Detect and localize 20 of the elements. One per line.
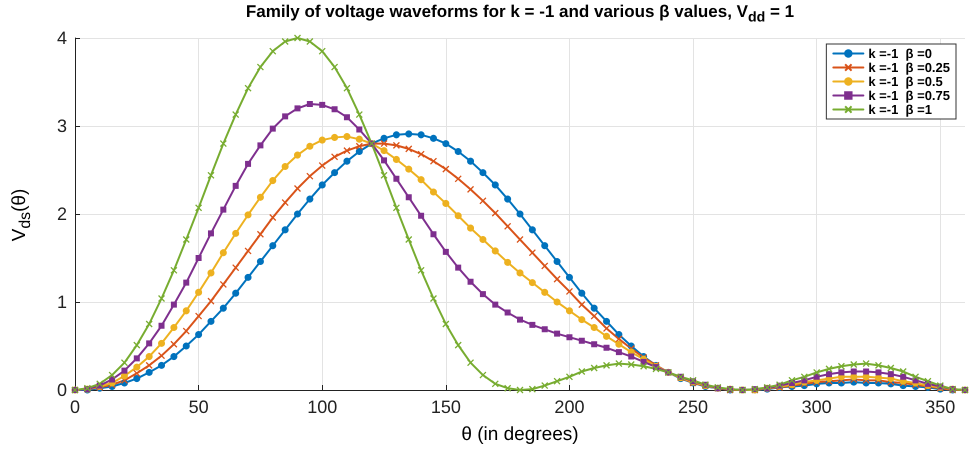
y-tick-label: 4 xyxy=(56,28,67,48)
legend-label: k =-1 β =0 xyxy=(868,46,932,61)
x-tick-label: 250 xyxy=(678,397,708,417)
x-tick-label: 150 xyxy=(430,397,461,417)
legend-label: k =-1 β =0.5 xyxy=(868,74,943,89)
y-tick-label: 3 xyxy=(56,116,67,136)
x-tick-label: 50 xyxy=(188,397,209,417)
x-tick-label: 300 xyxy=(802,397,832,417)
chart-title: Family of voltage waveforms for k = -1 and various β values, V$_{dd}$ = 1 xyxy=(244,2,796,26)
legend-label: k =-1 β =0.75 xyxy=(868,88,950,103)
x-tick-label: 200 xyxy=(554,397,584,417)
x-tick-label: 0 xyxy=(70,397,80,417)
x-axis-title: θ (in degrees) xyxy=(460,424,580,446)
x-tick-label: 100 xyxy=(307,397,338,417)
y-tick-label: 0 xyxy=(56,380,67,400)
legend-label: k =-1 β =0.25 xyxy=(868,60,950,75)
x-tick-label: 350 xyxy=(925,397,956,417)
y-tick-label: 1 xyxy=(56,292,67,312)
y-tick-label: 2 xyxy=(56,204,67,224)
legend-label: k =-1 β =1 xyxy=(868,102,932,117)
